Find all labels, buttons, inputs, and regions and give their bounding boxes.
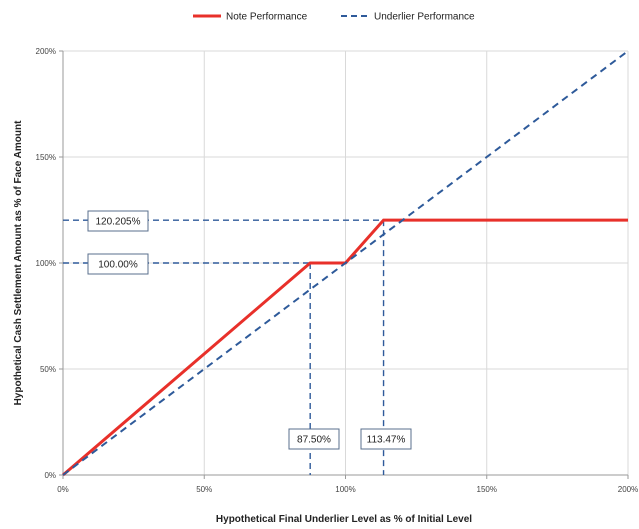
x-axis-title: Hypothetical Final Underlier Level as % …	[216, 514, 472, 525]
y-axis-title: Hypothetical Cash Settlement Amount as %…	[13, 120, 24, 406]
x-tick-label: 50%	[196, 485, 212, 494]
callout-label-1: 100.00%	[98, 260, 138, 271]
y-tick-label: 50%	[40, 365, 56, 374]
y-tick-label: 100%	[36, 259, 56, 268]
tick-labels: 0% 50% 100% 150% 200% 0% 50% 100% 150% 200%	[36, 47, 639, 494]
callout-label-0: 120.205%	[95, 217, 140, 228]
gridlines	[63, 50, 629, 475]
callout-box-1	[87, 253, 149, 275]
legend-label-note: Note Performance	[226, 12, 308, 23]
callout-label-3: 113.47%	[367, 435, 406, 446]
callout-box-2	[288, 428, 340, 450]
y-tick-label: 0%	[44, 471, 56, 480]
x-tick-label: 0%	[57, 485, 69, 494]
y-tick-label: 200%	[36, 47, 56, 56]
series-lines	[62, 50, 629, 477]
callouts: 120.205% 100.00% 87.50% 113.47%	[87, 210, 412, 450]
x-tick-label: 200%	[618, 485, 638, 494]
chart-legend: Note Performance Underlier Performance	[193, 12, 475, 23]
callout-box-3	[360, 428, 412, 450]
x-tick-label: 150%	[477, 485, 497, 494]
series-line-underlier	[62, 50, 629, 476]
callout-label-2: 87.50%	[297, 435, 331, 446]
y-tick-label: 150%	[36, 153, 56, 162]
x-tick-label: 100%	[335, 485, 355, 494]
legend-label-underlier: Underlier Performance	[374, 12, 475, 23]
callout-box-0	[87, 210, 149, 232]
